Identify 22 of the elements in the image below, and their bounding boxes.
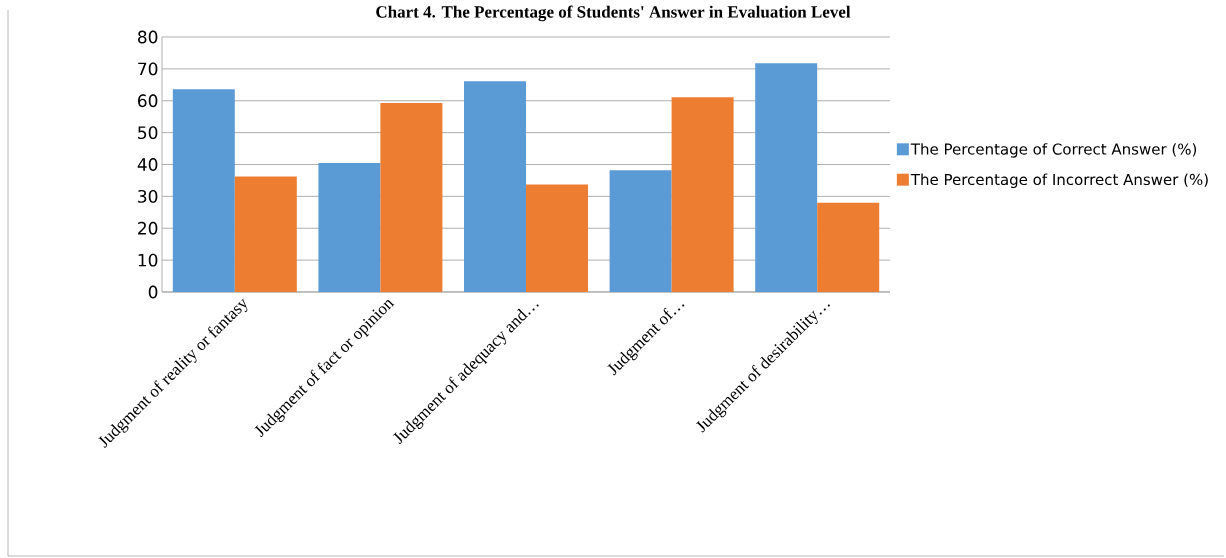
- y-tick-label: 0: [148, 285, 158, 299]
- y-tick-label: 40: [137, 158, 158, 171]
- bar: [380, 102, 443, 292]
- bar: [234, 176, 297, 292]
- bar: [755, 63, 818, 292]
- chart-title: Chart 4. The Percentage of Students' Answer in Evaluation Level: [376, 5, 851, 22]
- y-tick-label: 50: [138, 126, 158, 140]
- y-tick-label: 70: [138, 62, 158, 76]
- bar: [172, 89, 235, 292]
- bar: [817, 202, 880, 292]
- y-tick-label: 80: [138, 30, 158, 44]
- y-tick-label: 60: [138, 94, 158, 108]
- bar: [609, 170, 672, 292]
- bar: [318, 162, 381, 292]
- y-tick-label: 30: [138, 189, 158, 203]
- y-tick-label: 20: [138, 221, 158, 235]
- legend-label: The Percentage of Incorrect Answer (%): [910, 173, 1208, 189]
- legend-label: The Percentage of Correct Answer (%): [910, 143, 1197, 158]
- bar: [671, 97, 734, 292]
- bar: [464, 81, 526, 292]
- bar: [526, 184, 589, 292]
- y-tick-label: 10: [138, 253, 158, 267]
